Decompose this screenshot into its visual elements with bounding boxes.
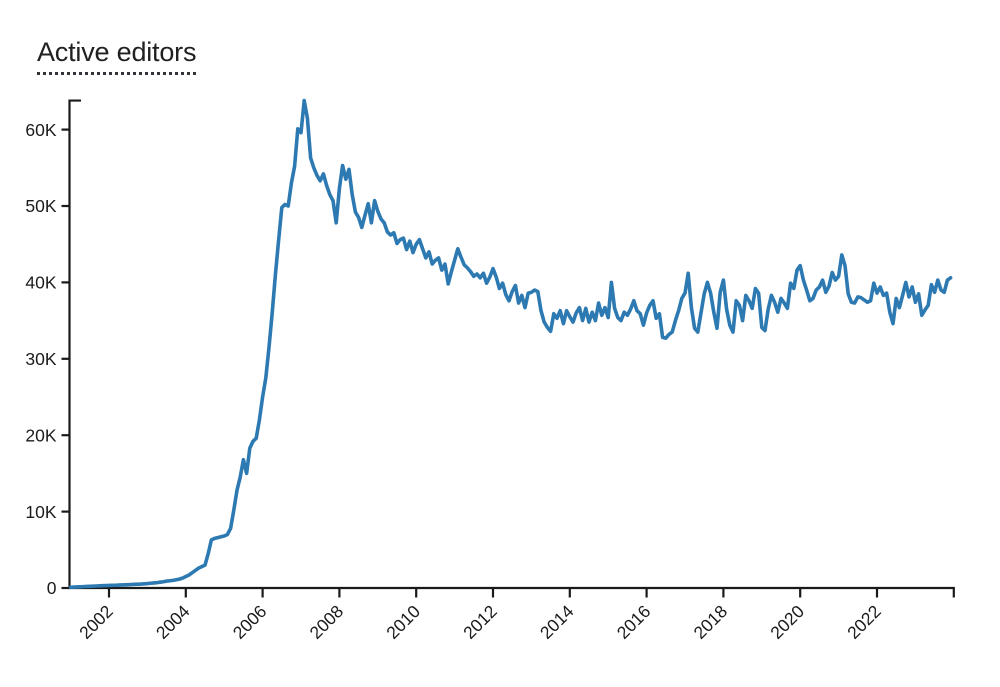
x-axis-tick-label: 2018 xyxy=(690,601,732,643)
active-editors-series-line xyxy=(68,98,953,590)
x-axis-tick-label: 2020 xyxy=(766,601,808,643)
y-axis-tick-label: 30K xyxy=(25,349,56,369)
y-axis-tick-label: 40K xyxy=(25,273,56,293)
x-axis-tick-label: 2022 xyxy=(843,601,885,643)
x-axis-tick-label: 2012 xyxy=(459,601,501,643)
y-axis-tick-label: 60K xyxy=(25,120,56,140)
chart-title: Active editors xyxy=(37,36,196,76)
x-axis-tick-label: 2008 xyxy=(306,601,348,643)
x-axis-tick-label: 2010 xyxy=(382,601,424,643)
x-axis-tick-label: 2006 xyxy=(229,601,271,643)
y-axis-tick-label: 10K xyxy=(25,502,56,522)
y-axis-tick-label: 50K xyxy=(25,196,56,216)
x-axis-tick-label: 2002 xyxy=(75,601,117,643)
y-axis-tick-label: 0 xyxy=(47,578,57,598)
x-axis-tick-label: 2004 xyxy=(152,601,194,643)
axis-domain xyxy=(68,99,955,598)
x-axis-tick-label: 2016 xyxy=(613,601,655,643)
y-axis-tick-label: 20K xyxy=(25,425,56,445)
x-axis-tick-label: 2014 xyxy=(536,601,578,643)
